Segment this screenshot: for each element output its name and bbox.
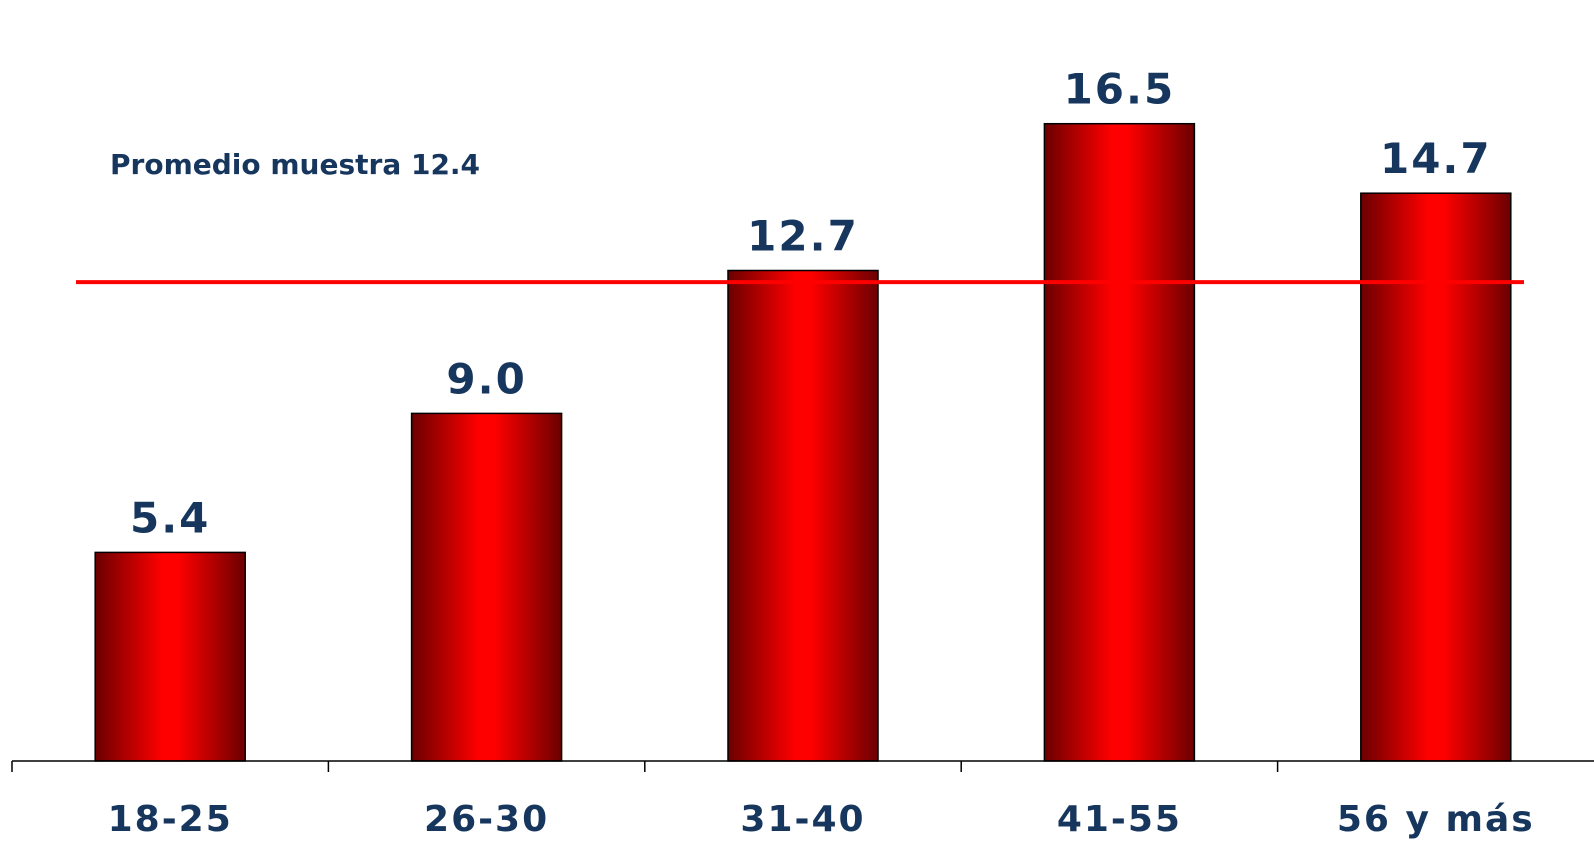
value-labels-group: 5.4 9.0 12.7 16.5 14.7 [130, 65, 1492, 543]
x-axis [11, 760, 1594, 772]
bars-group [94, 122, 1512, 762]
category-label-5: 56 y más [1337, 799, 1535, 840]
value-label-1: 5.4 [130, 493, 210, 542]
bar-3 [727, 269, 879, 762]
bar-1 [94, 551, 246, 762]
value-label-4: 16.5 [1064, 65, 1176, 114]
value-label-3: 12.7 [747, 212, 859, 261]
category-label-1: 18-25 [108, 799, 233, 840]
reference-group: Promedio muestra 12.4 [76, 148, 1524, 285]
value-label-5: 14.7 [1380, 134, 1492, 183]
category-label-2: 26-30 [424, 799, 549, 840]
bar-4 [1043, 122, 1196, 762]
category-label-4: 41-55 [1057, 799, 1182, 840]
bar-5 [1360, 192, 1512, 762]
bar-2 [410, 412, 563, 762]
category-label-3: 31-40 [740, 799, 865, 840]
average-reference-label: Promedio muestra 12.4 [110, 148, 480, 181]
value-label-2: 9.0 [446, 354, 526, 403]
category-labels-group: 18-25 26-30 31-40 41-55 56 y más [108, 799, 1535, 840]
